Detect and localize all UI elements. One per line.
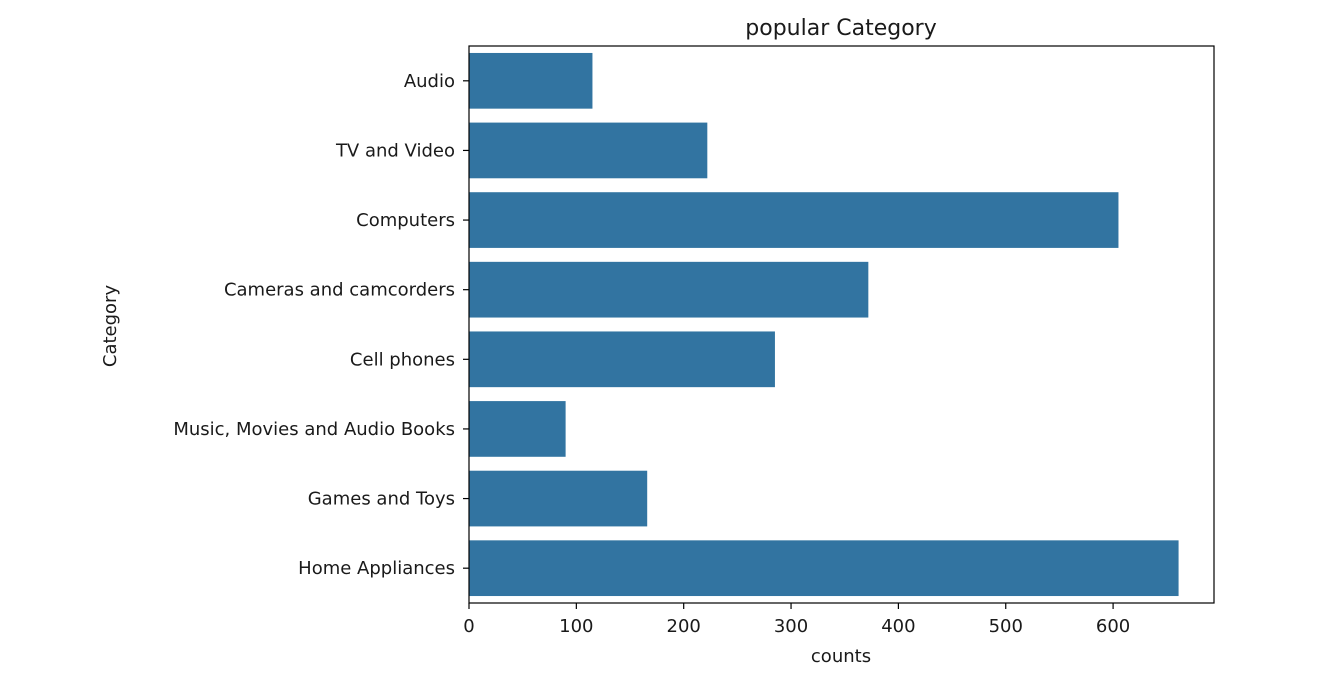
chart-title: popular Category xyxy=(745,16,936,41)
y-tick-label: TV and Video xyxy=(335,140,455,161)
x-tick-label: 200 xyxy=(667,616,701,637)
bar xyxy=(469,192,1119,248)
bar xyxy=(469,261,869,318)
x-tick-label: 100 xyxy=(559,616,593,637)
bar xyxy=(469,540,1179,597)
x-tick-label: 0 xyxy=(463,616,474,637)
bars-group xyxy=(469,52,1179,597)
y-tick-label: Music, Movies and Audio Books xyxy=(173,419,455,440)
bar xyxy=(469,122,708,179)
plot-frame xyxy=(468,45,1215,604)
bar xyxy=(469,470,648,527)
y-tick-label: Computers xyxy=(356,210,455,231)
y-tick-label: Cameras and camcorders xyxy=(224,280,455,301)
y-tick-label: Audio xyxy=(404,71,455,92)
y-tick-label: Cell phones xyxy=(350,349,455,370)
y-axis-ticks: Audio TV and Video Computers Cameras and ca… xyxy=(173,71,469,579)
y-axis-title: Category xyxy=(100,285,121,368)
bar xyxy=(469,401,566,457)
y-tick-label: Home Appliances xyxy=(298,558,455,579)
x-tick-label: 500 xyxy=(989,616,1023,637)
bar xyxy=(469,52,593,109)
x-tick-label: 400 xyxy=(881,616,915,637)
x-tick-label: 300 xyxy=(774,616,808,637)
x-tick-label: 600 xyxy=(1096,616,1130,637)
x-axis-title: counts xyxy=(811,646,871,667)
y-tick-label: Games and Toys xyxy=(308,489,455,510)
x-axis-ticks: 0 100 200 300 400 500 600 xyxy=(463,603,1130,637)
bar xyxy=(469,331,775,388)
